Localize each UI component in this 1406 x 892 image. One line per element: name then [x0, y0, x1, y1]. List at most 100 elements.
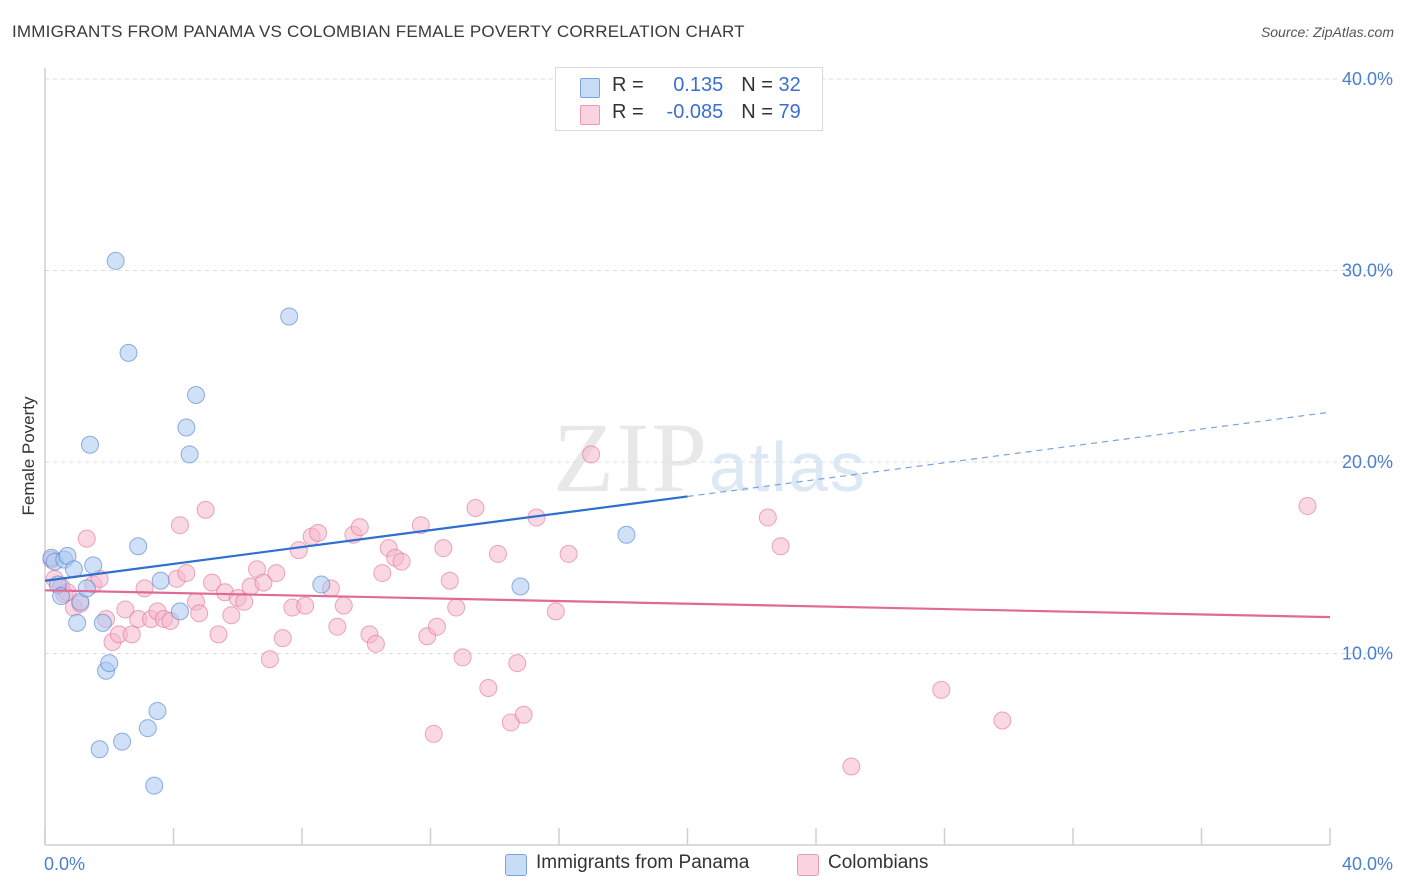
chart-title: IMMIGRANTS FROM PANAMA VS COLOMBIAN FEMA…: [12, 22, 745, 41]
x-tick-label-min: 0.0%: [44, 854, 85, 874]
points-colombians: [42, 445, 1317, 776]
point-colombians-12: [116, 600, 135, 619]
bottom-legend: Immigrants from Panama Colombians: [0, 852, 1406, 878]
point-colombians-39: [289, 541, 308, 560]
point-panama-27: [186, 385, 205, 404]
stats-label-panama: R = 0.135 N = 32: [612, 74, 801, 96]
point-colombians-47: [350, 518, 369, 537]
point-colombians-53: [392, 552, 411, 571]
point-colombians-65: [508, 654, 527, 673]
y-tick-label-1: 20.0%: [1342, 452, 1393, 472]
point-panama-17: [129, 537, 148, 556]
point-colombians-69: [546, 602, 565, 621]
point-colombians-15: [135, 579, 154, 598]
point-colombians-59: [447, 598, 466, 617]
point-panama-31: [617, 525, 636, 544]
point-colombians-6: [77, 529, 96, 548]
point-colombians-24: [190, 604, 209, 623]
point-colombians-42: [309, 523, 328, 542]
point-colombians-75: [932, 680, 951, 699]
point-panama-9: [77, 579, 96, 598]
stats-swatch-panama: [580, 78, 600, 98]
points-panama: [42, 251, 636, 795]
point-colombians-56: [427, 617, 446, 636]
point-colombians-31: [235, 592, 254, 611]
point-colombians-72: [758, 508, 777, 527]
point-colombians-34: [254, 573, 273, 592]
point-colombians-60: [453, 648, 472, 667]
watermark: ZIPatlas: [553, 400, 867, 515]
point-colombians-26: [203, 573, 222, 592]
point-colombians-71: [582, 445, 601, 464]
y-axis-label: Female Poverty: [19, 396, 38, 516]
point-panama-19: [138, 719, 157, 738]
tick-labels: 10.0% 20.0% 30.0% 40.0% 0.0% 40.0% Female Pove…: [19, 69, 1393, 874]
point-colombians-44: [328, 617, 347, 636]
point-panama-23: [145, 776, 164, 795]
legend-swatch-panama: [505, 854, 527, 876]
point-colombians-73: [771, 537, 790, 556]
point-panama-20: [148, 701, 167, 720]
y-tick-label-0: 10.0%: [1342, 644, 1393, 664]
stats-label-colombians: R = -0.085 N = 79: [612, 101, 801, 123]
point-panama-18: [151, 571, 170, 590]
point-colombians-58: [440, 571, 459, 590]
source-credit: Source: ZipAtlas.com: [1260, 24, 1394, 40]
point-colombians-70: [559, 544, 578, 563]
point-panama-7: [68, 613, 87, 632]
point-colombians-37: [273, 629, 292, 648]
point-colombians-61: [466, 498, 485, 517]
point-colombians-76: [993, 711, 1012, 730]
y-tick-label-2: 30.0%: [1342, 261, 1393, 281]
point-colombians-36: [267, 564, 286, 583]
point-colombians-74: [842, 757, 861, 776]
point-colombians-68: [424, 724, 443, 743]
point-panama-22: [90, 740, 109, 759]
grid-lines: [45, 78, 1392, 654]
point-colombians-63: [488, 544, 507, 563]
point-colombians-45: [334, 596, 353, 615]
point-panama-15: [106, 251, 125, 270]
point-panama-13: [100, 654, 119, 673]
point-panama-29: [312, 575, 331, 594]
watermark-atlas: atlas: [709, 428, 867, 506]
axes: [44, 68, 1331, 846]
point-panama-11: [93, 613, 112, 632]
stats-swatch-colombians: [580, 105, 600, 125]
point-colombians-49: [366, 634, 385, 653]
point-panama-21: [113, 732, 132, 751]
point-colombians-40: [296, 596, 315, 615]
point-colombians-50: [373, 564, 392, 583]
legend-label-panama: Immigrants from Panama: [536, 852, 750, 873]
point-colombians-62: [479, 678, 498, 697]
point-colombians-66: [514, 705, 533, 724]
point-panama-26: [180, 445, 199, 464]
trend-line-panama-projection: [687, 411, 1331, 498]
y-tick-label-3: 40.0%: [1342, 69, 1393, 89]
point-panama-30: [511, 577, 530, 596]
point-colombians-77: [1298, 497, 1317, 516]
point-panama-16: [119, 343, 138, 362]
point-panama-24: [170, 602, 189, 621]
trend-line-panama: [44, 495, 688, 582]
point-panama-10: [84, 556, 103, 575]
legend-label-colombians: Colombians: [828, 852, 929, 873]
point-colombians-35: [260, 650, 279, 669]
watermark-zip: ZIP: [553, 402, 709, 513]
point-colombians-13: [122, 625, 141, 644]
trend-lines: [44, 411, 1331, 619]
point-colombians-22: [177, 564, 196, 583]
point-panama-28: [280, 307, 299, 326]
trend-line-colombians: [44, 589, 1331, 619]
stats-legend: R = 0.135 N = 32 R = -0.085 N = 79: [555, 67, 823, 131]
x-tick-label-max: 40.0%: [1342, 854, 1393, 874]
point-colombians-25: [196, 500, 215, 519]
point-colombians-27: [209, 625, 228, 644]
point-colombians-54: [411, 516, 430, 535]
point-colombians-21: [170, 516, 189, 535]
point-panama-25: [177, 418, 196, 437]
point-panama-14: [80, 435, 99, 454]
legend-swatch-colombians: [797, 854, 819, 876]
point-colombians-29: [222, 606, 241, 625]
